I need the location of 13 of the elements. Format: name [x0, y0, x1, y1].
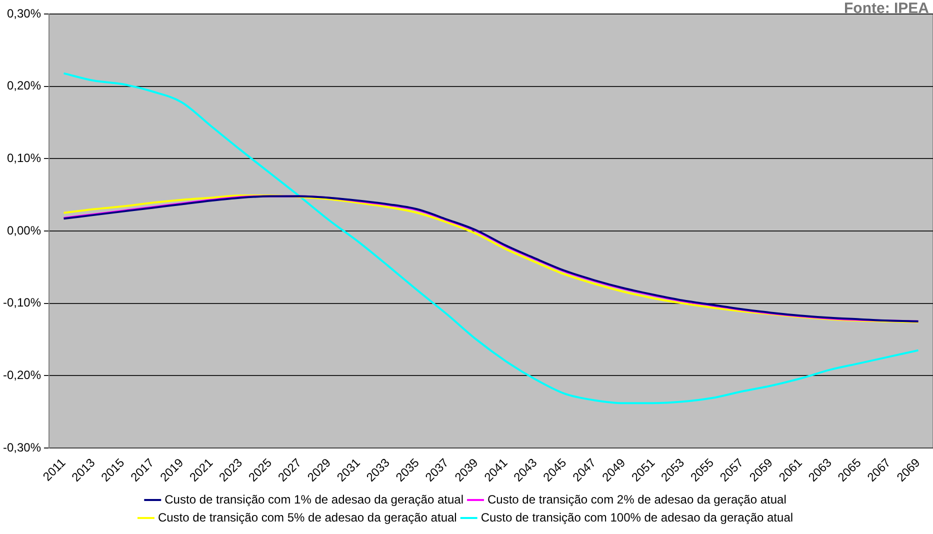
legend-label: Custo de transição com 1% de adesao da geração atual — [164, 492, 464, 506]
y-tick-label: -0,30% — [2, 440, 42, 454]
y-tick-label: -0,10% — [2, 296, 42, 310]
y-tick-label: 0,30% — [6, 6, 42, 20]
annotation: Fonte: IPEA — [844, 0, 929, 17]
y-tick-label: -0,20% — [2, 368, 42, 382]
y-tick-label: 0,00% — [6, 223, 42, 238]
y-tick-label: 0,10% — [6, 150, 42, 165]
legend-label: Custo de transição com 2% de adesao da geração atual — [488, 492, 786, 506]
line-series — [62, 72, 920, 404]
legend-label: Custo de transição com 100% de adesao da geração atual — [480, 510, 794, 524]
legend-label: Custo de transição com 5% de adesao da geração atual — [158, 510, 457, 524]
y-tick-label: 0,20% — [6, 78, 42, 93]
